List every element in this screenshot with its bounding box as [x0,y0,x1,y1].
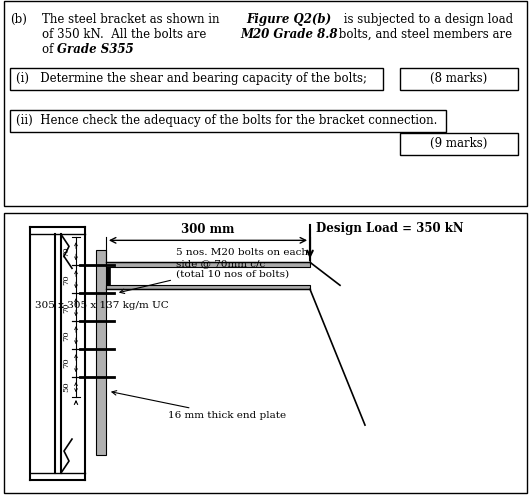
Bar [400,68,518,90]
Text: 70: 70 [62,274,70,285]
Text: 70: 70 [62,358,70,368]
Text: bolts, and steel members are: bolts, and steel members are [335,28,512,41]
Bar [10,110,446,132]
Text: The steel bracket as shown in: The steel bracket as shown in [42,13,223,26]
Bar [106,267,110,285]
Text: (9 marks): (9 marks) [430,137,488,150]
Text: (8 marks): (8 marks) [430,72,488,85]
Bar [96,250,106,455]
Text: of: of [42,43,57,56]
Text: of 350 kN.  All the bolts are: of 350 kN. All the bolts are [42,28,210,41]
Text: 305 x 305 x 137 kg/m UC: 305 x 305 x 137 kg/m UC [35,301,169,310]
Text: Design Load = 350 kN: Design Load = 350 kN [316,222,463,235]
Text: 16 mm thick end plate: 16 mm thick end plate [112,391,286,420]
Text: 50: 50 [62,382,70,393]
Text: 300 mm: 300 mm [181,223,235,236]
Text: (b): (b) [10,13,27,26]
Text: (i)   Determine the shear and bearing capacity of the bolts;: (i) Determine the shear and bearing capa… [16,72,367,85]
Text: Grade S355: Grade S355 [57,43,134,56]
Text: Figure Q2(b): Figure Q2(b) [246,13,331,26]
Bar [10,68,383,90]
Text: M20 Grade 8.8: M20 Grade 8.8 [240,28,337,41]
Bar [106,285,310,289]
Text: is subjected to a design load: is subjected to a design load [340,13,513,26]
Bar [400,133,518,155]
Text: 70: 70 [62,330,70,341]
Text: 70: 70 [62,246,70,256]
Text: 70: 70 [62,302,70,312]
Text: .: . [125,43,129,56]
Bar [106,262,310,267]
Text: (ii)  Hence check the adequacy of the bolts for the bracket connection.: (ii) Hence check the adequacy of the bol… [16,114,437,127]
Text: 5 nos. M20 bolts on each
side @ 70mm c/c
(total 10 nos of bolts): 5 nos. M20 bolts on each side @ 70mm c/c… [120,248,308,294]
